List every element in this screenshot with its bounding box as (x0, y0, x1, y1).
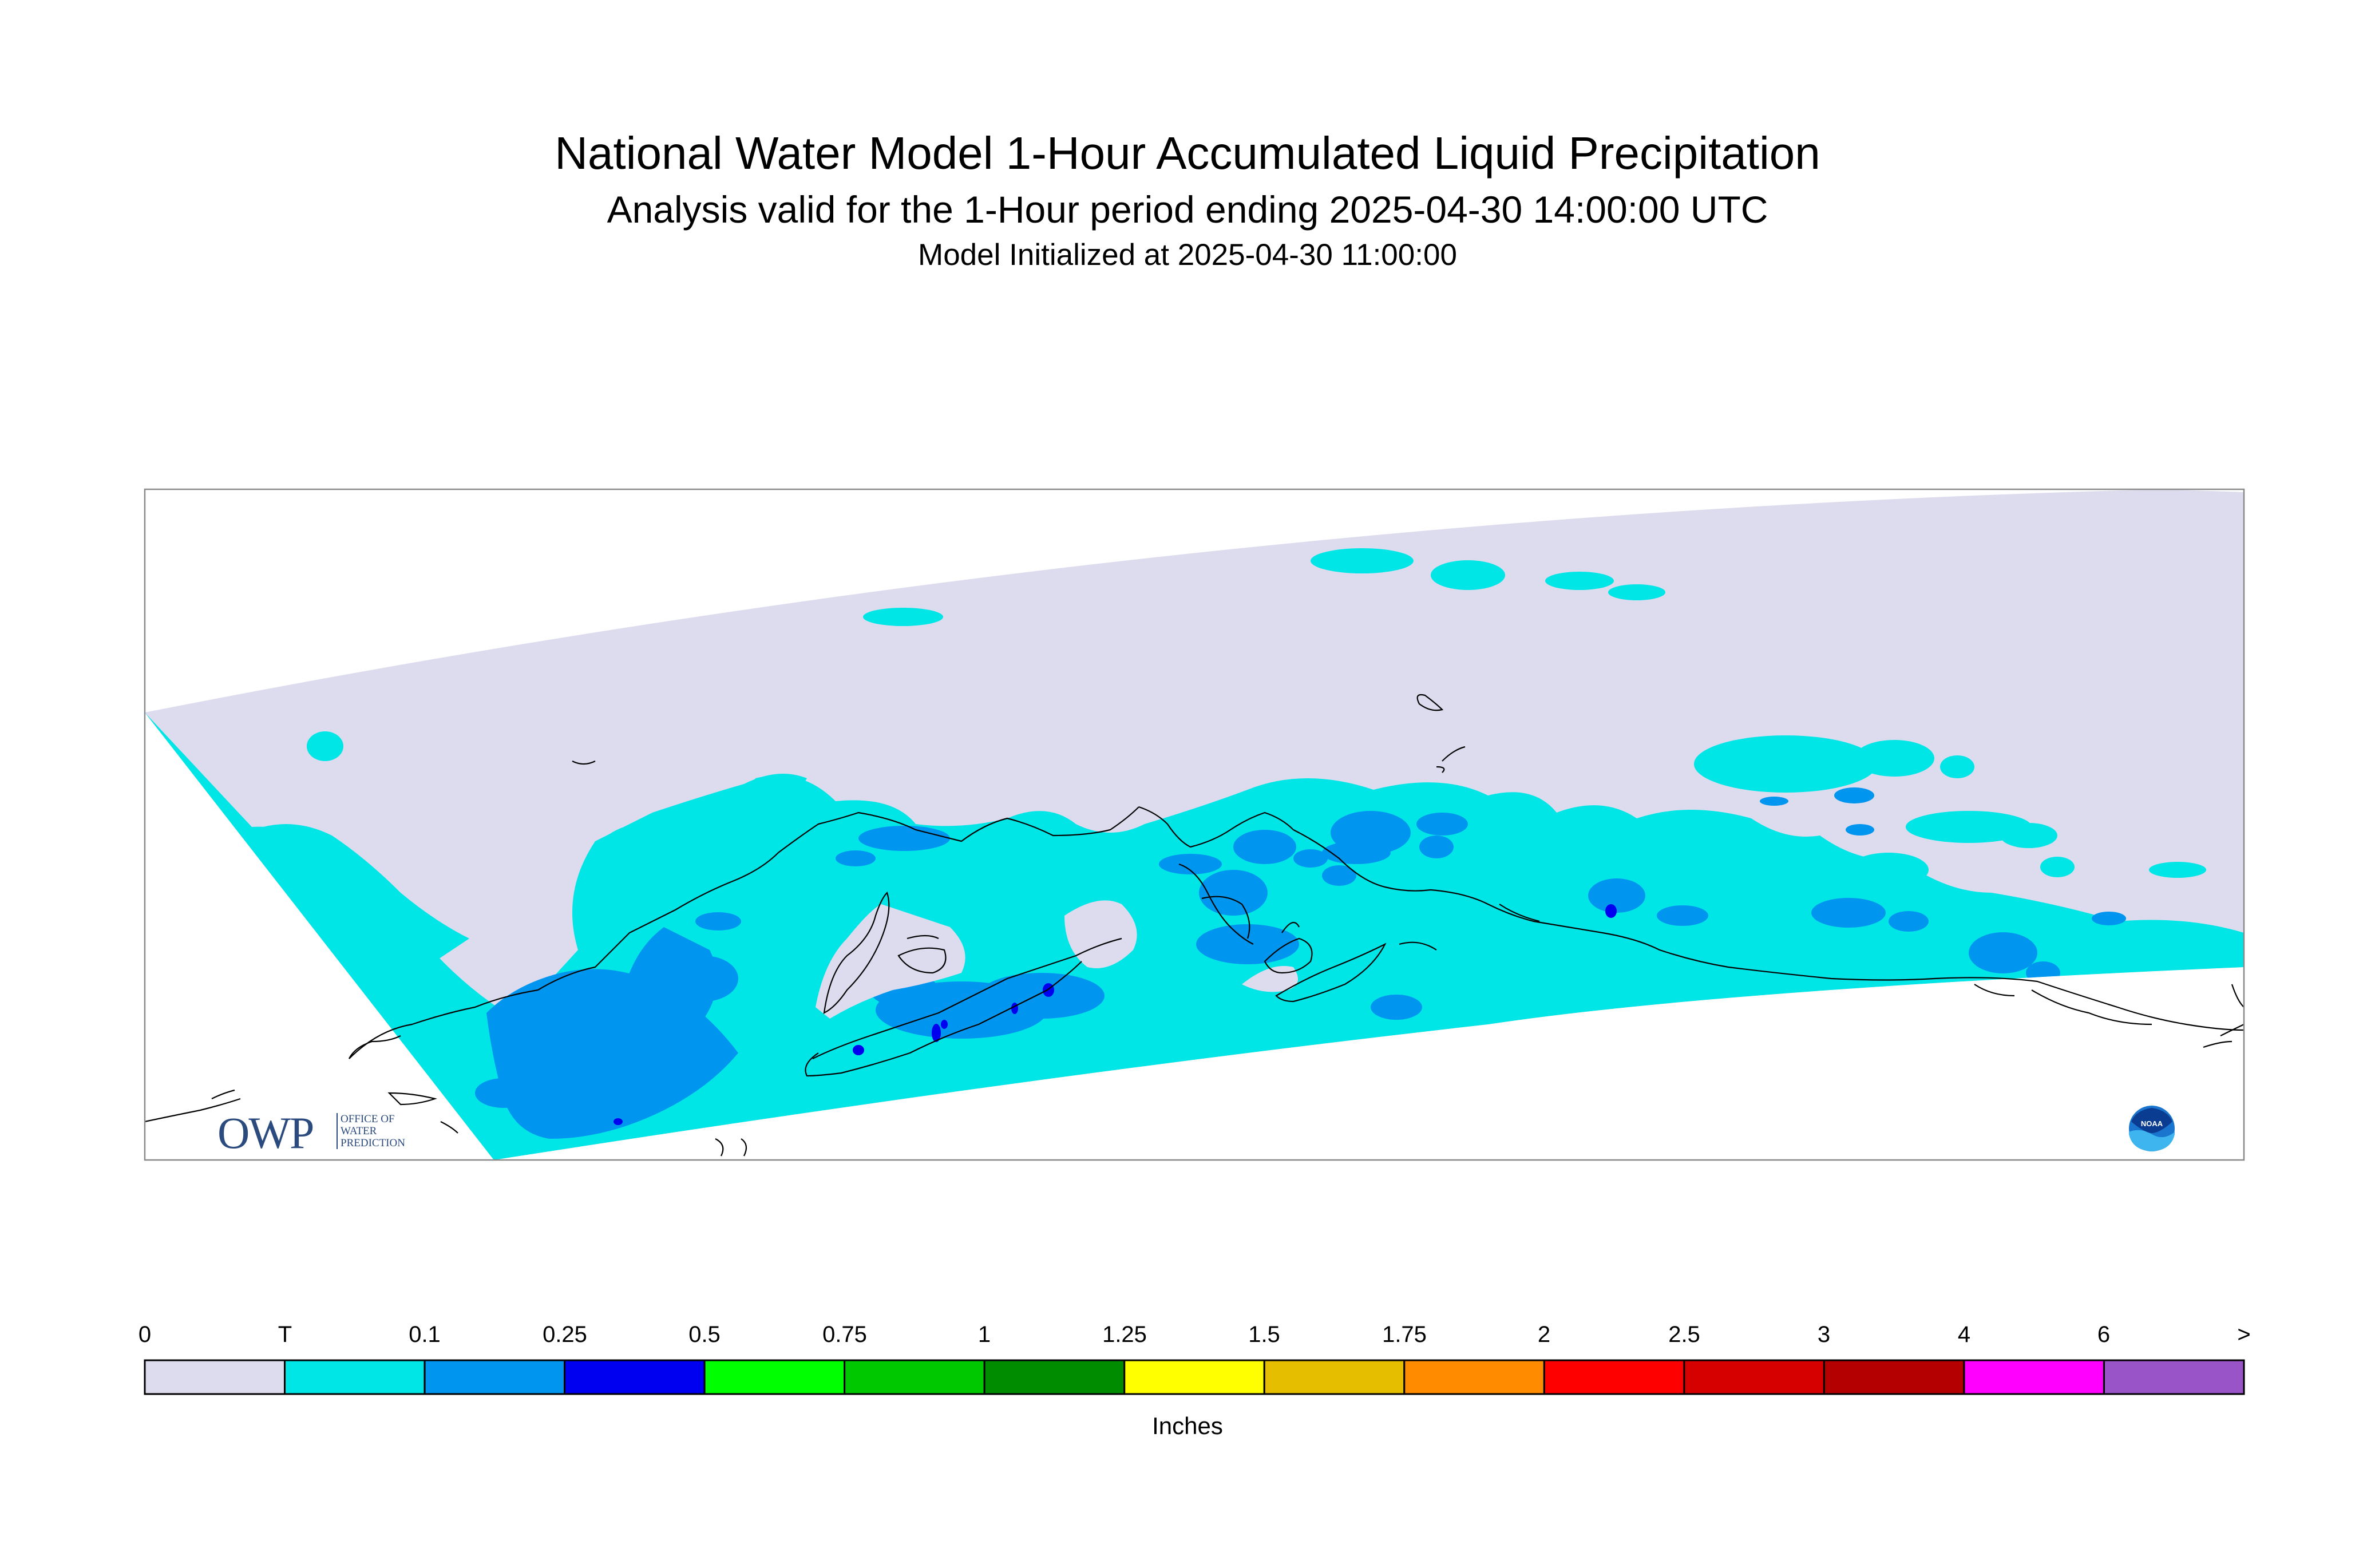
legend-label: 4 (1957, 1322, 1971, 1347)
legend-swatch (1263, 1359, 1406, 1395)
legend-label: 2.5 (1668, 1322, 1700, 1347)
legend-swatch (1823, 1359, 1965, 1395)
coastlines (145, 694, 2244, 1157)
legend-swatch (1683, 1359, 1825, 1395)
legend-label: 0.25 (543, 1322, 587, 1347)
legend-label: T (278, 1322, 292, 1347)
legend-label: 1.5 (1248, 1322, 1280, 1347)
light-precip (475, 787, 2126, 1139)
owp-logo: OWP (217, 1108, 314, 1158)
legend-swatch (844, 1359, 985, 1395)
map-title: National Water Model 1-Hour Accumulated … (555, 128, 1820, 179)
legend-label: 3 (1817, 1322, 1831, 1347)
svg-text:NOAA: NOAA (2141, 1119, 2163, 1128)
legend-swatch (1403, 1359, 1545, 1395)
legend-label: 1.75 (1382, 1322, 1427, 1347)
legend-label: 2 (1537, 1322, 1551, 1347)
legend-label: > (2237, 1322, 2251, 1347)
legend-swatch (983, 1359, 1126, 1395)
map-area (145, 489, 2244, 1160)
legend-swatch (423, 1359, 566, 1395)
legend-units: Inches (1152, 1412, 1223, 1439)
legend-swatch (1963, 1359, 2105, 1395)
legend-label: 0.5 (688, 1322, 721, 1347)
legend-swatch (2103, 1359, 2245, 1395)
legend-label: 1.25 (1102, 1322, 1147, 1347)
legend-label: 6 (2097, 1322, 2111, 1347)
legend-label: 0 (138, 1322, 152, 1347)
legend-swatch (1543, 1359, 1685, 1395)
map-frame (144, 488, 2245, 1161)
legend-swatch (284, 1359, 426, 1395)
map-subtitle: Analysis valid for the 1-Hour period end… (607, 188, 1768, 231)
legend-label: 1 (977, 1322, 991, 1347)
owp-logo-text: OFFICE OF WATER PREDICTION (337, 1113, 405, 1149)
noaa-logo-icon: NOAA (2129, 1106, 2175, 1151)
legend-swatch (1123, 1359, 1265, 1395)
legend-label: 0.75 (822, 1322, 867, 1347)
legend-colorbar (144, 1359, 2245, 1395)
legend-swatch (564, 1359, 706, 1395)
legend-swatch (703, 1359, 846, 1395)
model-init-time: Model Initialized at 2025-04-30 11:00:00 (918, 238, 1457, 272)
legend-label: 0.1 (409, 1322, 441, 1347)
legend-swatch (144, 1359, 286, 1395)
